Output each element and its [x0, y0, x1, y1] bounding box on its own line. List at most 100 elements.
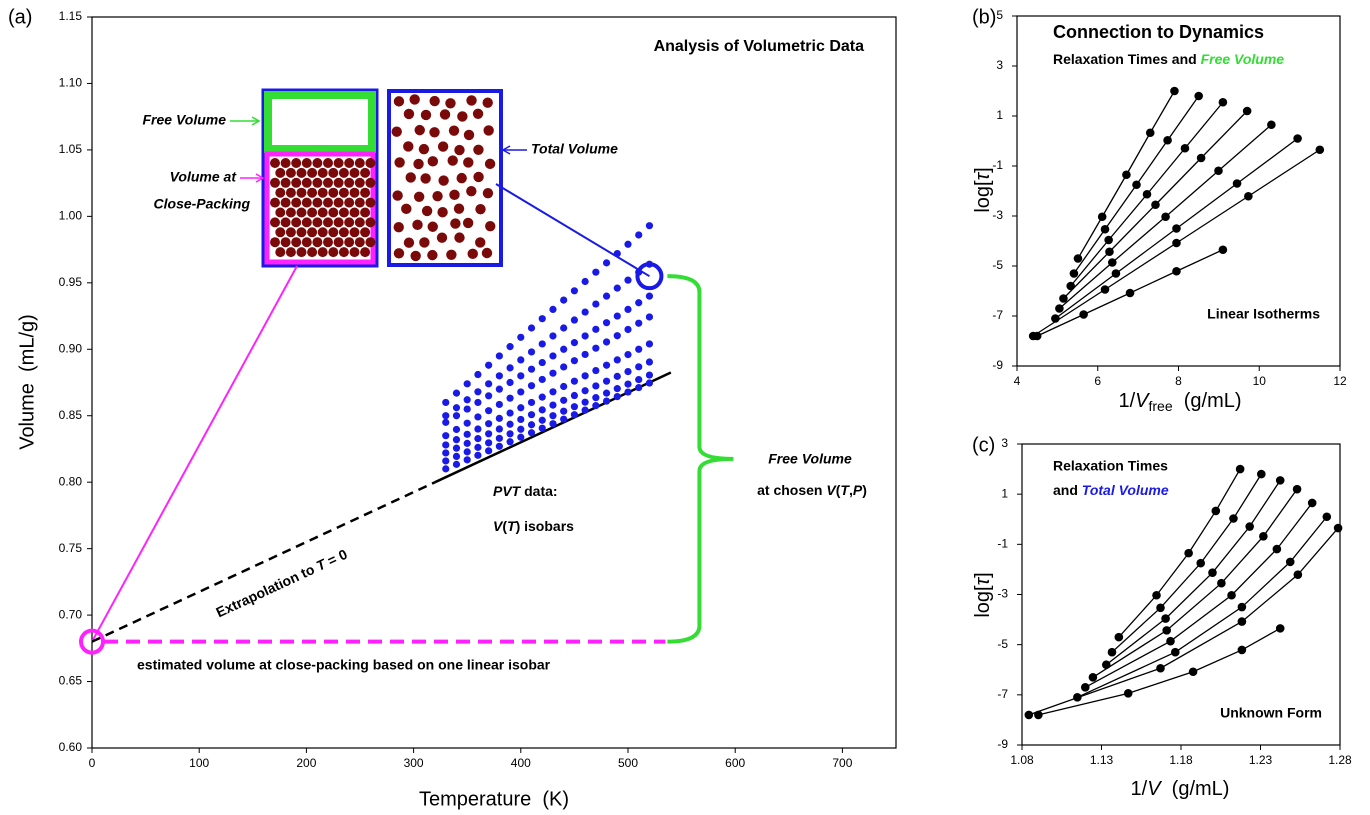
y-tick-label: 0.65 [59, 674, 83, 688]
particle [481, 247, 493, 259]
data-point [463, 448, 471, 456]
data-point [613, 284, 621, 292]
data-point [1107, 258, 1117, 267]
x-axis-label: 1/V (g/mL) [1131, 778, 1230, 800]
data-point [1162, 626, 1171, 635]
data-point [645, 340, 654, 348]
data-point [581, 350, 589, 359]
x-tick-label: 4 [1014, 374, 1021, 388]
particle [333, 158, 344, 168]
data-point [602, 397, 611, 405]
particle [291, 158, 302, 168]
particle [323, 197, 333, 208]
particle [456, 172, 467, 184]
data-point [560, 363, 568, 371]
data-point [1097, 212, 1107, 222]
arrow-head [255, 173, 265, 183]
particle [432, 190, 443, 202]
particle [349, 167, 360, 178]
data-point [570, 357, 579, 365]
data-point [527, 324, 536, 332]
particle [270, 158, 280, 168]
y-tick-label: 1.10 [59, 76, 83, 90]
series-line [1077, 516, 1328, 698]
data-point [1218, 245, 1228, 255]
plot-frame [91, 16, 897, 749]
particle [280, 177, 291, 188]
series-line [1028, 527, 1339, 716]
data-point [527, 398, 536, 407]
particle [349, 227, 360, 238]
data-point [463, 396, 471, 404]
particle [420, 173, 431, 184]
particle [312, 237, 323, 248]
data-point [592, 344, 600, 352]
data-point [1227, 590, 1236, 600]
data-point [570, 391, 579, 400]
data-point [506, 430, 514, 438]
data-point [560, 382, 568, 391]
particle [427, 249, 438, 261]
particle [391, 126, 402, 137]
data-point [613, 332, 621, 340]
data-point [474, 413, 482, 421]
particle [317, 227, 328, 238]
data-point [1111, 269, 1121, 278]
particle [354, 217, 365, 228]
y-tick-label: 1.00 [59, 209, 83, 223]
particle [413, 191, 425, 203]
data-point [452, 444, 461, 452]
data-point [442, 449, 450, 457]
data-point [570, 411, 579, 419]
data-point [474, 434, 482, 443]
data-point [485, 439, 493, 447]
data-point [1100, 285, 1110, 294]
y-tick-label: 0.85 [59, 408, 83, 422]
particle [485, 220, 496, 232]
data-point [517, 404, 525, 412]
arrow-head [501, 145, 511, 155]
particle [296, 207, 307, 218]
particle [463, 157, 474, 168]
data-point [452, 412, 461, 420]
particle [270, 197, 280, 208]
particle [285, 167, 296, 178]
particle [328, 207, 339, 218]
particle [473, 144, 484, 156]
data-point [1069, 269, 1079, 278]
particle [437, 141, 449, 152]
annotation: Extrapolation to T = 0 [213, 545, 349, 620]
particle [475, 203, 486, 215]
connector [91, 265, 298, 643]
data-point [538, 393, 546, 401]
particle [328, 167, 339, 178]
data-point [485, 361, 493, 369]
data-point [602, 361, 611, 369]
particle [360, 247, 371, 258]
data-point [635, 299, 643, 307]
annotation-part: ( [836, 482, 841, 498]
particle [393, 222, 404, 233]
data-point [1194, 91, 1203, 101]
data-point [624, 368, 632, 376]
data-point [1145, 128, 1155, 138]
fit-line [434, 371, 672, 484]
axis-label-part: τ [972, 171, 994, 180]
data-point [506, 394, 514, 402]
data-point [560, 407, 568, 415]
data-point [1123, 689, 1133, 698]
data-point [549, 420, 557, 428]
particle [438, 175, 449, 186]
particle [344, 158, 355, 168]
particle [419, 237, 430, 248]
data-point [1125, 288, 1135, 298]
data-point [463, 419, 471, 427]
particle [317, 167, 328, 178]
data-point [645, 371, 654, 379]
particle [344, 177, 355, 188]
data-point [1307, 498, 1317, 508]
particle [312, 158, 323, 168]
data-point [1059, 294, 1068, 303]
data-point [495, 414, 503, 422]
data-point [592, 300, 600, 308]
